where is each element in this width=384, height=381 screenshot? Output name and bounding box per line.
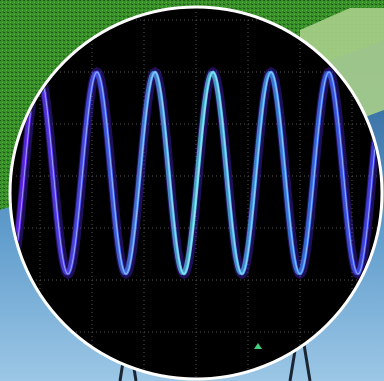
oscilloscope-illustration xyxy=(0,0,384,381)
page: (() => { const ns = 'http://www.w3.org/2… xyxy=(0,0,384,381)
